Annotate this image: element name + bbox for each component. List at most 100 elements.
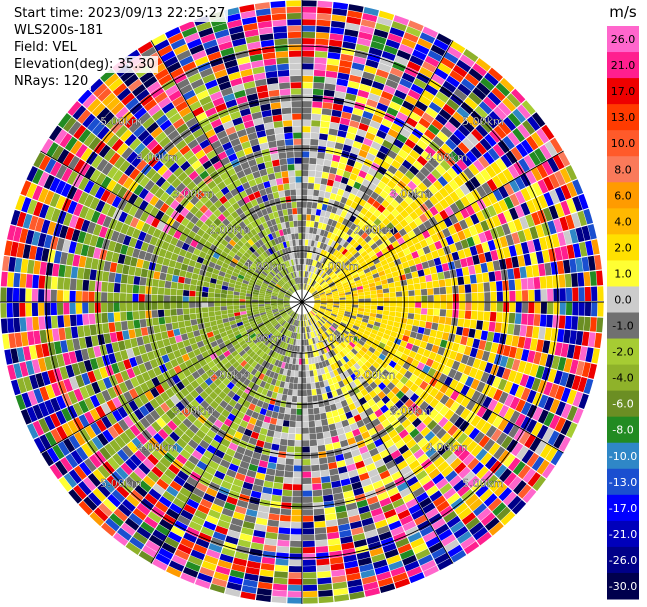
velocity-gate (264, 474, 275, 482)
velocity-gate (302, 283, 304, 290)
velocity-gate (338, 182, 347, 191)
velocity-gate (448, 151, 461, 163)
velocity-gate (539, 144, 552, 160)
velocity-gate (88, 302, 95, 314)
velocity-gate (445, 235, 455, 246)
velocity-gate (383, 292, 390, 298)
velocity-gate (401, 312, 408, 319)
velocity-gate (293, 383, 298, 390)
velocity-gate (326, 304, 333, 307)
velocity-gate (358, 304, 365, 309)
velocity-gate (502, 280, 509, 291)
velocity-gate (287, 439, 295, 447)
velocity-gate (490, 249, 499, 261)
velocity-gate (107, 302, 114, 313)
velocity-gate (44, 276, 52, 289)
velocity-gate (184, 320, 192, 327)
velocity-gate (597, 286, 604, 301)
velocity-gate (316, 432, 324, 440)
velocity-gate (492, 143, 505, 158)
velocity-gate (563, 230, 573, 245)
velocity-gate (320, 178, 328, 185)
velocity-gate (344, 250, 351, 258)
velocity-gate (344, 311, 351, 315)
velocity-gate (417, 269, 425, 277)
velocity-gate (354, 101, 366, 111)
velocity-gate (373, 186, 383, 195)
velocity-gate (402, 233, 411, 242)
velocity-gate (383, 251, 392, 259)
velocity-gate (322, 283, 328, 289)
velocity-gate (433, 294, 441, 302)
velocity-gate (120, 283, 127, 293)
velocity-gate (553, 288, 560, 302)
velocity-gate (171, 315, 178, 323)
velocity-gate (302, 151, 310, 158)
velocity-gate (274, 564, 289, 572)
velocity-gate (393, 231, 402, 240)
velocity-gate (419, 213, 428, 223)
velocity-gate (344, 212, 352, 221)
velocity-gate (565, 165, 578, 181)
velocity-gate (337, 216, 345, 224)
velocity-gate (475, 210, 486, 223)
velocity-gate (165, 323, 173, 331)
velocity-gate (412, 319, 420, 327)
velocity-gate (461, 78, 476, 92)
velocity-gate (288, 433, 296, 440)
velocity-gate (195, 307, 202, 314)
velocity-gate (315, 546, 329, 553)
velocity-gate (321, 272, 327, 279)
velocity-gate (119, 302, 127, 312)
velocity-gate (335, 221, 342, 229)
velocity-gate (361, 179, 371, 188)
velocity-gate (505, 234, 515, 246)
velocity-gate (519, 216, 529, 230)
velocity-gate (439, 339, 448, 349)
velocity-gate (439, 209, 449, 220)
velocity-gate (414, 289, 421, 296)
velocity-gate (509, 302, 516, 313)
velocity-gate (273, 431, 282, 439)
velocity-gate (484, 251, 493, 263)
velocity-gate (374, 108, 386, 118)
velocity-gate (189, 284, 197, 291)
velocity-gate (294, 446, 302, 453)
velocity-gate (380, 175, 391, 185)
velocity-gate (358, 295, 365, 299)
velocity-gate (335, 208, 343, 216)
velocity-gate (368, 92, 381, 103)
velocity-gate (317, 571, 331, 578)
velocity-gate (413, 313, 421, 321)
velocity-gate (303, 283, 306, 290)
velocity-gate (458, 310, 465, 319)
velocity-gate (577, 210, 587, 227)
velocity-gate (305, 271, 309, 278)
velocity-gate (187, 331, 195, 339)
velocity-gate (454, 187, 465, 199)
velocity-gate (529, 226, 539, 240)
velocity-gate (432, 96, 446, 109)
velocity-gate (52, 263, 60, 277)
velocity-gate (352, 299, 359, 302)
velocity-gate (69, 278, 77, 291)
velocity-gate (307, 271, 310, 278)
velocity-gate (484, 341, 493, 352)
velocity-gate (436, 131, 449, 143)
velocity-gate (575, 257, 584, 273)
velocity-gate (227, 294, 234, 299)
velocity-gate (472, 338, 481, 349)
velocity-gate (289, 547, 302, 554)
velocity-gate (375, 69, 389, 79)
velocity-gate (575, 330, 584, 346)
velocity-gate (332, 276, 339, 282)
velocity-gate (466, 337, 474, 347)
velocity-gate (529, 252, 538, 265)
velocity-gate (340, 196, 348, 205)
velocity-gate (277, 533, 290, 541)
velocity-gate (366, 275, 374, 281)
velocity-gate (382, 263, 390, 271)
velocity-gate (399, 322, 407, 330)
velocity-gate (452, 111, 466, 124)
velocity-gate (514, 313, 522, 325)
